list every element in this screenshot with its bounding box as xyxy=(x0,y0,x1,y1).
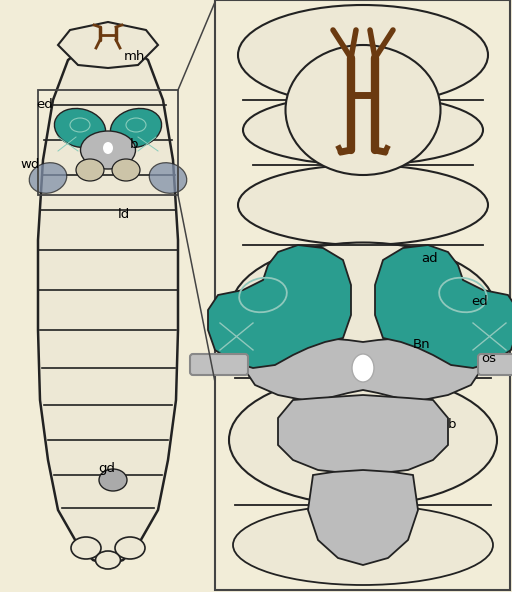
Ellipse shape xyxy=(80,131,136,169)
Text: ad: ad xyxy=(421,252,438,265)
Text: mh: mh xyxy=(124,50,145,63)
Text: ed: ed xyxy=(471,295,488,308)
Ellipse shape xyxy=(103,142,113,154)
Ellipse shape xyxy=(352,354,374,382)
Ellipse shape xyxy=(233,505,493,585)
Text: b: b xyxy=(448,418,457,431)
Text: Bn: Bn xyxy=(413,338,431,351)
Ellipse shape xyxy=(230,243,496,378)
Ellipse shape xyxy=(71,537,101,559)
Ellipse shape xyxy=(243,95,483,165)
Ellipse shape xyxy=(96,551,120,569)
Text: os: os xyxy=(481,352,496,365)
Ellipse shape xyxy=(54,108,105,147)
Polygon shape xyxy=(38,30,178,565)
Ellipse shape xyxy=(29,163,67,194)
Text: b: b xyxy=(130,138,139,151)
Ellipse shape xyxy=(76,159,104,181)
FancyBboxPatch shape xyxy=(478,354,512,375)
Ellipse shape xyxy=(115,537,145,559)
Text: ed: ed xyxy=(36,98,53,111)
Polygon shape xyxy=(58,22,158,68)
FancyBboxPatch shape xyxy=(190,354,248,375)
Ellipse shape xyxy=(229,375,497,505)
Ellipse shape xyxy=(286,45,440,175)
Text: ld: ld xyxy=(118,208,130,221)
Bar xyxy=(38,90,178,195)
Text: gd: gd xyxy=(98,462,115,475)
Polygon shape xyxy=(278,395,448,475)
Polygon shape xyxy=(375,245,512,368)
Polygon shape xyxy=(208,245,351,368)
Text: wd: wd xyxy=(20,158,39,171)
Ellipse shape xyxy=(99,469,127,491)
Ellipse shape xyxy=(238,165,488,245)
Ellipse shape xyxy=(112,159,140,181)
Polygon shape xyxy=(308,470,418,565)
Ellipse shape xyxy=(149,163,187,194)
Ellipse shape xyxy=(238,5,488,105)
Bar xyxy=(215,0,510,590)
Polygon shape xyxy=(245,338,481,400)
Ellipse shape xyxy=(111,108,162,147)
